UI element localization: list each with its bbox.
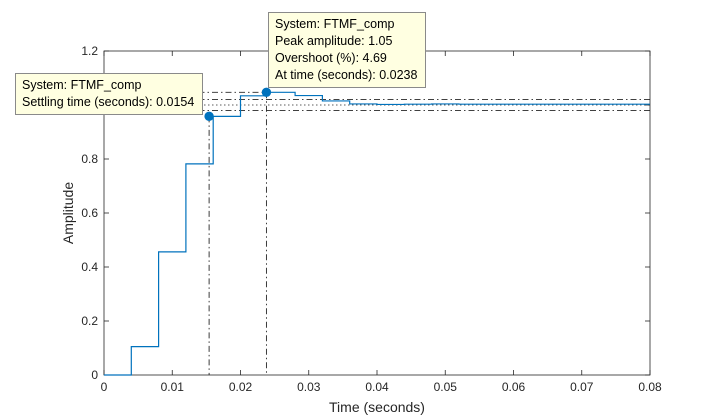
settling-tip-system: System: FTMF_comp	[22, 78, 142, 92]
x-axis-title: Time (seconds)	[329, 399, 425, 415]
settling-tip-time: Settling time (seconds): 0.0154	[22, 95, 195, 109]
x-tick-label: 0.03	[297, 380, 321, 394]
x-tick-label: 0.06	[502, 380, 526, 394]
y-tick-label: 0.4	[81, 260, 98, 274]
peak-tip-time: At time (seconds): 0.0238	[275, 68, 418, 82]
y-axis-title: Amplitude	[60, 182, 76, 244]
x-tick-label: 0.04	[365, 380, 389, 394]
peak-tip-amplitude: Peak amplitude: 1.05	[275, 34, 393, 48]
settling-time-marker	[204, 111, 214, 122]
peak-tip-overshoot: Overshoot (%): 4.69	[275, 51, 387, 65]
peak-response-marker	[261, 87, 272, 98]
y-tick-label: 0.6	[81, 206, 98, 220]
step-response-line	[104, 91, 650, 376]
x-tick-label: 0	[101, 380, 108, 394]
y-tick-label: 0.8	[81, 152, 98, 166]
y-tick-label: 0	[91, 368, 98, 382]
settling-time-datatip[interactable]: System: FTMF_comp Settling time (seconds…	[15, 73, 204, 115]
peak-response-datatip[interactable]: System: FTMF_comp Peak amplitude: 1.05 O…	[268, 12, 427, 88]
x-tick-label: 0.02	[229, 380, 253, 394]
x-tick-label: 0.05	[434, 380, 458, 394]
x-tick-label: 0.08	[638, 380, 662, 394]
y-tick-label: 0.2	[81, 314, 98, 328]
y-tick-label: 1.2	[81, 44, 98, 58]
peak-tip-system: System: FTMF_comp	[275, 17, 395, 31]
x-tick-label: 0.01	[161, 380, 185, 394]
x-tick-label: 0.07	[570, 380, 594, 394]
